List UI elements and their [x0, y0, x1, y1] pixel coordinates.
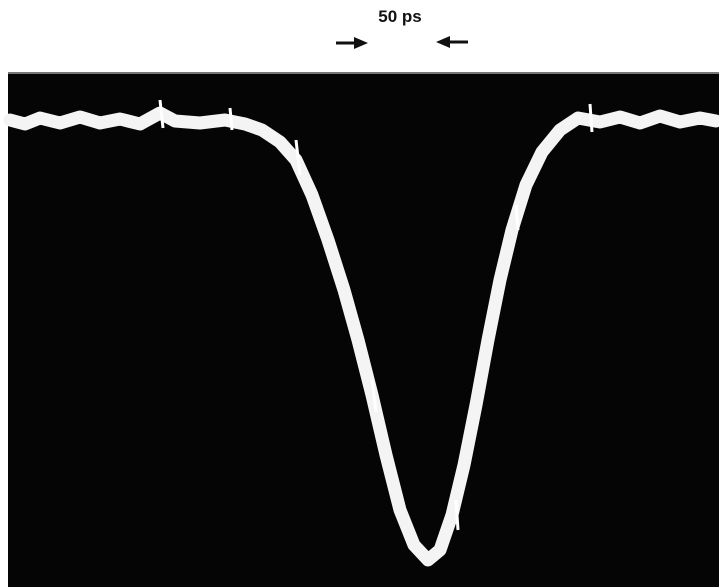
scope-photo: 50 ps: [0, 0, 719, 587]
screen: [8, 72, 719, 587]
page: 50 ps (() => { const data = JSON.parse(d…: [0, 0, 719, 587]
time-scale-label: 50 ps: [378, 7, 421, 26]
